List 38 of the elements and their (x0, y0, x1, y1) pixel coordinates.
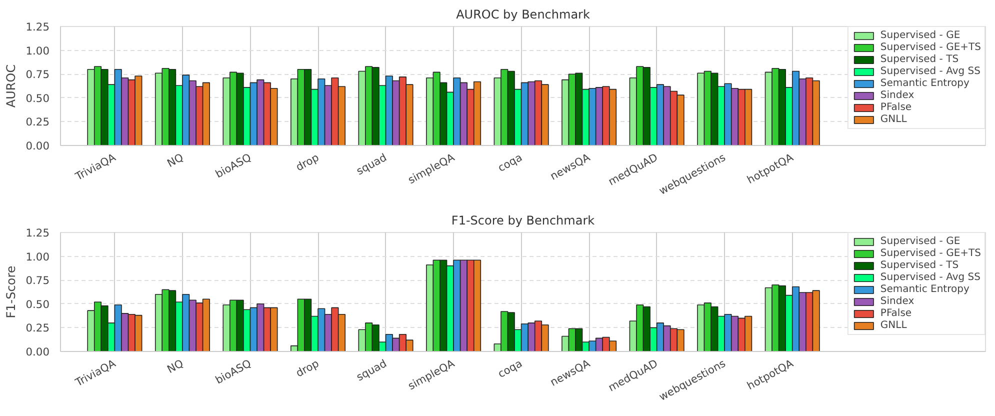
legend-label: Supervised - GE+TS (880, 42, 981, 53)
legend-label: Supervised - GE+TS (880, 248, 981, 259)
legend-label: PFalse (880, 102, 912, 113)
x-tick-label: NQ (165, 356, 186, 376)
legend-label: GNLL (880, 114, 907, 125)
legend-label: Supervised - TS (880, 54, 959, 65)
x-tick-label: drop (294, 150, 322, 174)
legend-label: GNLL (880, 320, 907, 331)
legend-label: Sindex (880, 90, 914, 101)
y-tick-label: 0.25 (26, 322, 50, 335)
y-axis-title: F1-Score (4, 266, 18, 318)
y-tick-label: 1.00 (26, 44, 50, 58)
y-tick-label: 0.50 (26, 92, 50, 105)
y-tick-label: 0.75 (26, 274, 50, 288)
legend-label: Sindex (880, 296, 914, 307)
y-tick-label: 1.25 (26, 20, 50, 34)
chart-title: F1-Score by Benchmark (451, 214, 595, 228)
legend-label: Supervised - Avg SS (880, 66, 980, 77)
legend-label: Semantic Entropy (880, 78, 970, 89)
y-tick-label: 0.75 (26, 68, 50, 82)
legend-label: Supervised - Avg SS (880, 272, 980, 283)
y-tick-label: 0.25 (26, 116, 50, 129)
legend-label: Supervised - GE (880, 30, 960, 41)
y-tick-label: 0.50 (26, 298, 50, 311)
y-tick-label: 0.00 (26, 346, 50, 358)
legend-label: Supervised - TS (880, 260, 959, 271)
legend-label: Supervised - GE (880, 236, 960, 247)
legend-label: Semantic Entropy (880, 284, 970, 295)
x-tick-label: coqa (496, 356, 524, 381)
y-tick-label: 1.25 (26, 226, 50, 240)
chart-title: AUROC by Benchmark (456, 8, 590, 22)
x-tick-label: NQ (165, 150, 186, 170)
y-axis-title: AUROC (4, 64, 18, 108)
y-tick-label: 1.00 (26, 250, 50, 264)
x-tick-label: drop (294, 356, 322, 380)
y-tick-label: 0.00 (26, 140, 50, 152)
x-tick-label: coqa (496, 150, 524, 175)
legend-label: PFalse (880, 308, 912, 319)
